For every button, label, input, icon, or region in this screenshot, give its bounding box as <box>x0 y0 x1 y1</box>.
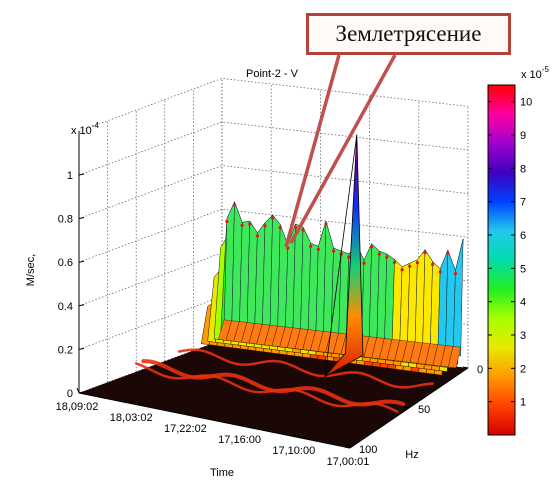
time-axis-label: Time <box>210 467 234 479</box>
surface-ridge-point <box>453 272 458 276</box>
z-tick <box>78 304 85 307</box>
z-tick-label: 0 <box>67 388 73 400</box>
surface-ridge-point <box>293 225 298 229</box>
surface-ridge-point <box>232 203 237 207</box>
time-tick-label: 17,10:00 <box>272 445 315 457</box>
surface-ridge-point <box>370 245 374 249</box>
surface-streak <box>177 348 434 389</box>
surface-streak <box>134 362 399 413</box>
surface-floor <box>79 340 468 448</box>
time-tick-label: 17,16:00 <box>218 434 261 446</box>
colorbar-tick-label: 5 <box>520 263 526 275</box>
z-tick <box>78 217 85 220</box>
surface-ridge-point <box>240 223 244 227</box>
surface-wall <box>452 238 464 357</box>
z-tick-label: 0.8 <box>58 214 73 226</box>
hz-axis-label: Hz <box>405 449 418 461</box>
surface-ridge-point <box>415 261 419 265</box>
peak-ridge <box>324 134 358 377</box>
surface-ridge-point <box>400 268 404 272</box>
z-tick-label: 0.6 <box>58 257 73 269</box>
annotation-arrows <box>284 54 397 248</box>
annotation-box: Землетрясение <box>306 13 511 55</box>
time-tick <box>293 431 297 438</box>
chart-title: Point-2 - V <box>246 68 299 80</box>
annotation-arrow-left <box>284 54 341 248</box>
colorbar-tick-label: 8 <box>520 163 526 175</box>
time-tick-label: 17,00:01 <box>327 456 370 468</box>
earthquake-peak <box>324 134 364 378</box>
surface-ridge-point <box>255 234 259 238</box>
z-tick <box>78 173 85 176</box>
z-tick <box>78 347 85 350</box>
hz-tick <box>344 446 351 449</box>
surface-ridge-point <box>438 270 442 274</box>
surface-ridge-point <box>316 247 320 251</box>
hz-tick <box>462 366 469 369</box>
colorbar-tick-label: 4 <box>520 297 526 309</box>
colorbar-tick-label: 1 <box>520 397 526 409</box>
surface-ridge-point <box>301 228 305 232</box>
z-tick-label: 0.4 <box>58 301 73 313</box>
axes: 0 0.2 0.4 0.6 0.8 1 18,09:02 18,03:02 17,22:02 17… <box>56 131 483 468</box>
colorbar-tick-label: 9 <box>520 130 526 142</box>
grid-top-edge <box>78 78 469 132</box>
colorbar-multiplier: x 10-5 <box>521 65 549 81</box>
time-tick <box>239 420 243 427</box>
annotation-label: Землетрясение <box>335 21 482 46</box>
time-tick <box>76 387 80 394</box>
surface <box>79 201 468 448</box>
time-tick-label: 18,09:02 <box>56 401 99 413</box>
surface-ridge-point <box>331 249 336 253</box>
annotation-arrow-right <box>289 54 397 244</box>
hz-tick-label: 0 <box>477 364 483 376</box>
surface-ridge-point <box>408 264 412 268</box>
grid-line-z <box>78 121 469 176</box>
surface-ridge-point <box>324 222 328 226</box>
time-axis-line <box>78 392 351 449</box>
z-tick <box>78 260 85 263</box>
time-tick <box>347 442 351 449</box>
surface-ridge-point <box>278 225 282 230</box>
colorbar-tick-label: 6 <box>520 230 526 242</box>
surface-ridge-point <box>431 262 435 267</box>
surface-ridge-point <box>385 255 389 259</box>
surface-ridge-point <box>446 251 450 255</box>
colorbar-tick-label: 2 <box>520 363 526 375</box>
time-tick-label: 18,03:02 <box>110 412 153 424</box>
surface-ridge-point <box>309 244 313 248</box>
hz-tick-label: 100 <box>359 444 377 456</box>
colorbar: x 10-5 1 2 3 4 5 6 7 8 9 10 <box>487 65 549 436</box>
surface-ridge-point <box>347 255 351 259</box>
surface-ridge-point <box>248 222 252 226</box>
time-tick <box>130 398 134 405</box>
surface-ridge-point <box>392 260 397 264</box>
time-tick <box>184 409 188 416</box>
colorbar-tick-label: 7 <box>520 197 526 209</box>
colorbar-tick-label: 3 <box>520 330 526 342</box>
colorbar-bar <box>487 84 516 436</box>
surface-ridge-point <box>377 252 381 256</box>
grid-line-z <box>78 165 469 219</box>
z-axis-multiplier: x 10-4 <box>71 121 99 137</box>
surface-ridge-point <box>225 219 229 224</box>
z-axis-label: M/sec, <box>25 254 37 286</box>
surface-ridge-point <box>423 251 427 255</box>
z-tick-label: 1 <box>67 170 73 182</box>
z-tick-label: 0.2 <box>58 344 73 356</box>
surface-low-band <box>448 346 461 369</box>
surface-ridge-point <box>263 224 267 228</box>
surface-ridge-point <box>271 216 275 220</box>
hz-tick <box>403 406 410 409</box>
hz-tick-label: 50 <box>418 404 430 416</box>
time-tick-label: 17,22:02 <box>164 423 207 435</box>
colorbar-tick-label: 10 <box>520 97 532 109</box>
surface-ridge-point <box>362 261 366 265</box>
